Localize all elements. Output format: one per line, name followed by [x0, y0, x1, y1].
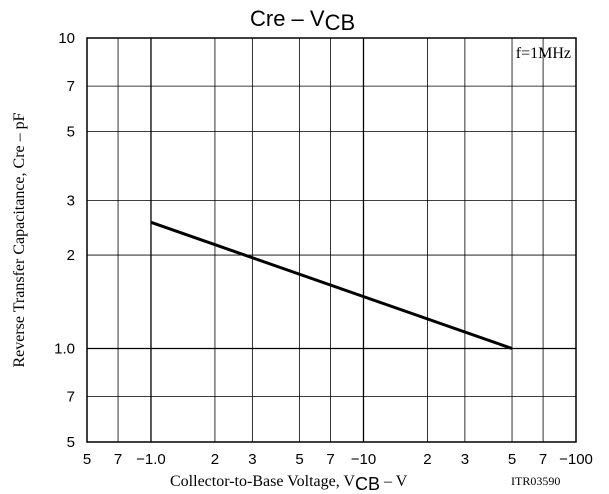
x-tick-label: −100 — [559, 451, 593, 468]
y-tick-label: 3 — [67, 192, 75, 209]
x-tick-label: −1.0 — [136, 451, 166, 468]
x-tick-label: 7 — [326, 451, 334, 468]
y-tick-label: 10 — [58, 30, 75, 47]
chart-title: Cre – VCB — [250, 6, 355, 35]
x-tick-label: 5 — [83, 451, 91, 468]
x-tick-label: 2 — [423, 451, 431, 468]
chart-title-subscript: CB — [325, 10, 356, 35]
y-tick-label: 1.0 — [54, 341, 75, 358]
frequency-annotation: f=1MHz — [516, 45, 571, 62]
x-axis-label-subscript: CB — [355, 474, 380, 494]
y-tick-labels: 5 7 1.0 2 3 5 7 10 — [54, 30, 75, 451]
capacitance-curve — [150, 220, 513, 350]
x-axis-label: Collector-to-Base Voltage, VCB – V — [170, 473, 408, 494]
x-tick-labels: 5 7 −1.0 2 3 5 7 −10 2 3 5 7 −100 — [83, 451, 593, 468]
plot-frame — [86, 37, 577, 443]
x-tick-label: −10 — [351, 451, 376, 468]
y-tick-label: 5 — [67, 123, 75, 140]
y-tick-label: 5 — [67, 434, 75, 451]
x-tick-label: 3 — [248, 451, 256, 468]
y-axis-label: Reverse Transfer Capacitance, Cre – pF — [11, 112, 28, 367]
y-tick-label: 7 — [67, 389, 75, 406]
y-tick-label: 7 — [67, 78, 75, 95]
series — [150, 220, 513, 350]
x-axis-label-unit: – V — [380, 473, 408, 490]
x-tick-label: 5 — [508, 451, 516, 468]
x-tick-label: 7 — [539, 451, 547, 468]
x-tick-label: 3 — [461, 451, 469, 468]
figure-code: ITR03590 — [511, 474, 560, 488]
x-tick-label: 5 — [295, 451, 303, 468]
x-tick-label: 7 — [114, 451, 122, 468]
y-tick-label: 2 — [67, 247, 75, 264]
grid — [87, 38, 576, 442]
x-tick-label: 2 — [211, 451, 219, 468]
